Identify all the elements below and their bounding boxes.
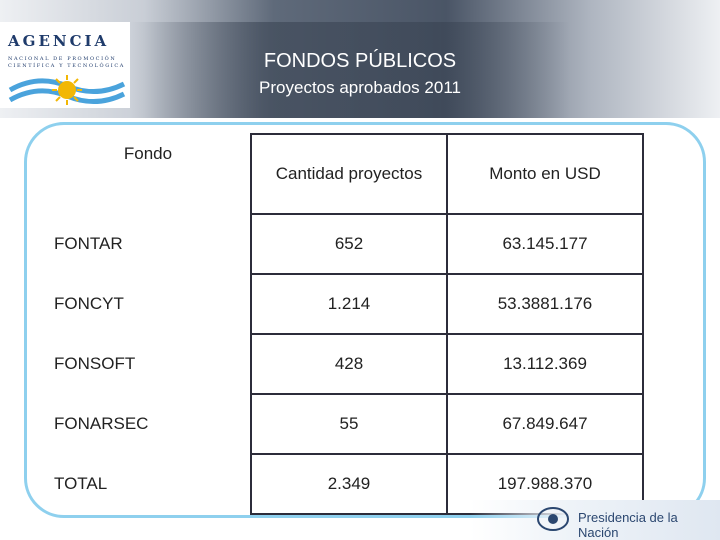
fund-name-cell: FONARSEC [54, 414, 149, 433]
table-row: FONARSEC 55 67.849.647 [46, 394, 644, 455]
table-row: FONCYT 1.214 53.3881.176 [46, 274, 644, 335]
fund-name-cell: FONTAR [54, 234, 123, 253]
logo-name: AGENCIA [8, 32, 110, 50]
amount-usd-cell: 63.145.177 [447, 214, 644, 275]
page-subtitle: Proyectos aprobados 2011 [259, 78, 461, 97]
table-row: FONTAR 652 63.145.177 [46, 214, 644, 275]
logo-line-1: NACIONAL DE PROMOCIÓN [8, 56, 117, 62]
page-title: FONDOS PÚBLICOS [263, 50, 457, 72]
fund-name-cell: FONSOFT [54, 354, 136, 373]
project-count-cell: 55 [250, 394, 448, 455]
table-header-row: Fondo Cantidad proyectos Monto en USD [46, 133, 644, 215]
funds-table: Fondo Cantidad proyectos Monto en USD FO… [46, 133, 644, 515]
amount-usd-cell: 53.3881.176 [447, 274, 644, 335]
logo-line-2: CIENTÍFICA Y TECNOLÓGICA [8, 63, 126, 69]
agency-logo: AGENCIA NACIONAL DE PROMOCIÓN CIENTÍFICA… [0, 22, 130, 108]
amount-usd-cell: 67.849.647 [447, 394, 644, 455]
column-header-fondo: Fondo [123, 144, 173, 163]
table-row: FONSOFT 428 13.112.369 [46, 334, 644, 395]
amount-usd-cell: 13.112.369 [447, 334, 644, 395]
footer-band [470, 500, 720, 540]
fund-name-cell: FONCYT [54, 294, 124, 313]
column-header-cantidad: Cantidad proyectos [250, 133, 448, 215]
header-shade [130, 22, 570, 118]
project-count-cell: 1.214 [250, 274, 448, 335]
column-header-monto: Monto en USD [447, 133, 644, 215]
project-count-cell: 428 [250, 334, 448, 395]
total-count-cell: 2.349 [250, 454, 448, 515]
project-count-cell: 652 [250, 214, 448, 275]
total-label-cell: TOTAL [54, 474, 108, 493]
footer-presidencia: Presidencia de la Nación [578, 510, 678, 540]
national-seal-icon [537, 507, 569, 531]
sun-emblem-icon [8, 75, 126, 105]
